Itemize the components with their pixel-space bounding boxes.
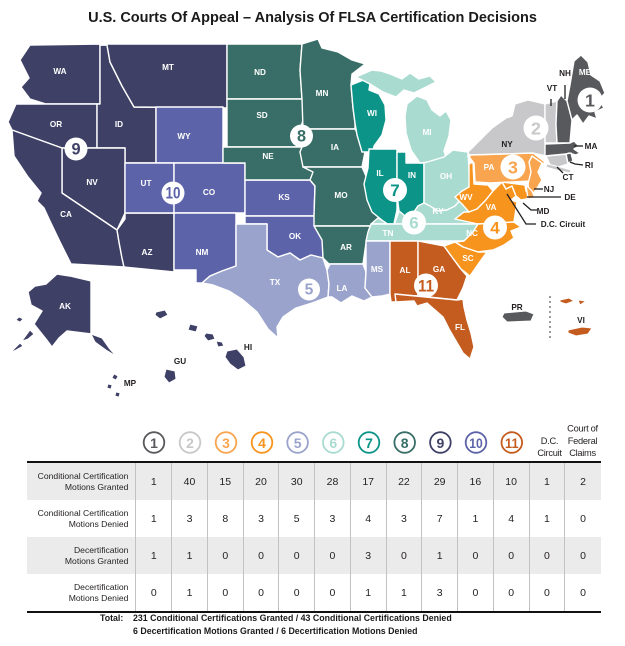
svg-text:8: 8 [297,128,306,146]
svg-text:ME: ME [579,68,592,77]
svg-text:VA: VA [486,203,497,212]
svg-text:Claims: Claims [569,448,596,458]
svg-text:HI: HI [244,343,252,352]
svg-text:2: 2 [531,119,541,139]
svg-text:D.C.: D.C. [541,436,558,446]
svg-text:UT: UT [141,179,152,188]
svg-text:CO: CO [203,188,216,197]
svg-text:FL: FL [455,323,465,332]
svg-text:ND: ND [254,68,266,77]
svg-text:3: 3 [222,435,230,451]
svg-text:Circuit: Circuit [537,448,562,458]
svg-text:TN: TN [383,229,394,238]
svg-text:8: 8 [401,435,409,451]
svg-text:11: 11 [418,277,434,296]
svg-text:NJ: NJ [544,185,554,194]
svg-text:1: 1 [150,435,158,451]
svg-text:9: 9 [437,435,445,451]
svg-text:6: 6 [409,214,418,233]
svg-text:10: 10 [166,185,181,203]
svg-text:WY: WY [177,132,191,141]
svg-text:NH: NH [559,69,571,78]
svg-text:AR: AR [340,243,352,252]
svg-text:NE: NE [262,152,274,161]
svg-text:DE: DE [564,193,576,202]
svg-text:WV: WV [459,193,473,202]
svg-text:MI: MI [422,128,431,137]
svg-text:9: 9 [71,141,80,159]
svg-text:VT: VT [547,84,557,93]
svg-text:IL: IL [376,169,383,178]
svg-text:KS: KS [278,193,290,202]
svg-text:D.C. Circuit: D.C. Circuit [541,220,586,229]
svg-text:11: 11 [505,435,519,451]
svg-text:AZ: AZ [142,248,153,257]
svg-text:MA: MA [585,142,598,151]
svg-text:ID: ID [115,120,123,129]
svg-text:WI: WI [367,109,377,118]
svg-text:GA: GA [433,265,445,274]
svg-text:CT: CT [563,173,574,182]
svg-text:2: 2 [186,435,194,451]
svg-text:KY: KY [432,207,444,216]
svg-text:7: 7 [365,435,373,451]
svg-text:TX: TX [270,278,281,287]
svg-text:GU: GU [174,357,186,366]
svg-text:5: 5 [294,435,302,451]
svg-text:SD: SD [256,111,267,120]
svg-text:OH: OH [440,172,452,181]
svg-text:NY: NY [501,140,513,149]
svg-text:WA: WA [53,67,66,76]
svg-text:CA: CA [60,210,72,219]
svg-text:IN: IN [408,171,416,180]
svg-text:AK: AK [59,302,71,311]
svg-text:LA: LA [337,284,348,293]
svg-text:10: 10 [469,435,483,451]
svg-text:OK: OK [289,232,301,241]
svg-text:AL: AL [400,266,411,275]
svg-text:Court of: Court of [567,424,598,434]
svg-text:RI: RI [585,161,593,170]
svg-text:MN: MN [316,89,329,98]
svg-text:6: 6 [329,435,337,451]
svg-text:MD: MD [537,207,550,216]
svg-text:5: 5 [305,282,314,299]
svg-text:NV: NV [86,178,98,187]
svg-text:4: 4 [258,435,266,451]
svg-text:3: 3 [508,158,518,178]
svg-text:MP: MP [124,379,137,388]
svg-text:NM: NM [196,248,209,257]
svg-text:4: 4 [490,219,500,238]
svg-text:7: 7 [390,181,399,200]
svg-text:Federal: Federal [568,436,598,446]
svg-text:1: 1 [585,91,595,111]
svg-text:IA: IA [331,143,339,152]
svg-text:MT: MT [162,63,174,72]
svg-text:PA: PA [484,163,495,172]
svg-text:OR: OR [50,120,62,129]
svg-text:SC: SC [462,254,473,263]
svg-text:VI: VI [577,316,585,325]
svg-text:PR: PR [511,303,522,312]
svg-text:MO: MO [334,191,348,200]
svg-text:NC: NC [466,229,478,238]
svg-text:MS: MS [371,265,384,274]
